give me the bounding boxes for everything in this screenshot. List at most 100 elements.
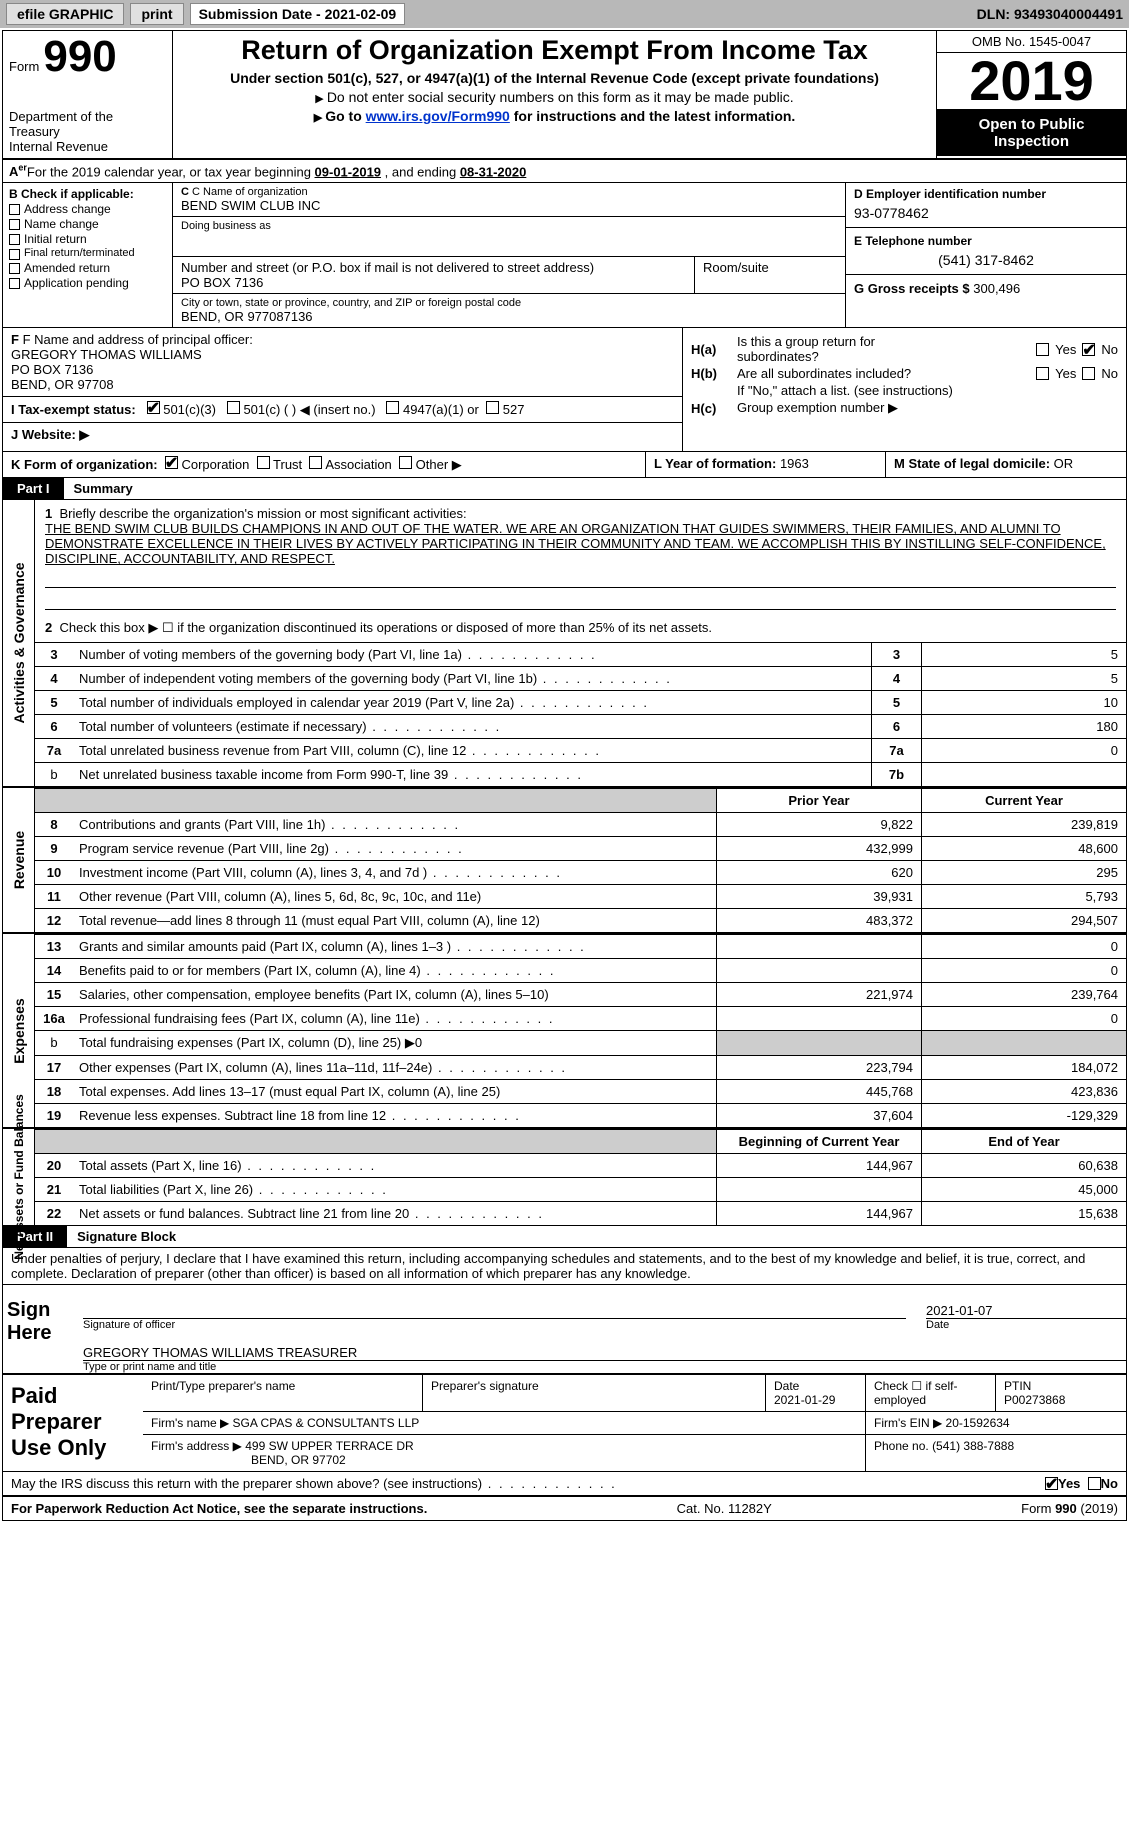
v3: 5 — [921, 643, 1126, 666]
form-990: Form 990 Department of the Treasury Inte… — [2, 30, 1127, 1521]
tel-value: (541) 317-8462 — [854, 252, 1118, 268]
chk-corp[interactable] — [165, 456, 178, 469]
form-page: Form 990 (2019) — [1021, 1501, 1118, 1516]
addr-label: Number and street (or P.O. box if mail i… — [181, 260, 686, 275]
form-number: 990 — [43, 35, 116, 79]
org-name: BEND SWIM CLUB INC — [181, 198, 837, 213]
sig-date-val: 2021-01-07 — [926, 1303, 1126, 1319]
v5: 10 — [921, 691, 1126, 714]
chk-501c[interactable] — [227, 401, 240, 414]
line22: Net assets or fund balances. Subtract li… — [73, 1202, 716, 1225]
blank-line — [45, 592, 1116, 610]
org-address: PO BOX 7136 — [181, 275, 686, 290]
dln-label: DLN: 93493040004491 — [977, 6, 1123, 22]
submission-date: Submission Date - 2021-02-09 — [190, 3, 406, 25]
line16a: Professional fundraising fees (Part IX, … — [73, 1007, 716, 1030]
line14: Benefits paid to or for members (Part IX… — [73, 959, 716, 982]
discuss-yes[interactable] — [1045, 1477, 1058, 1490]
chk-other[interactable] — [399, 456, 412, 469]
firm-ein: 20-1592634 — [946, 1416, 1010, 1430]
sig-officer-lbl: Signature of officer — [83, 1319, 926, 1331]
hdr-end-year: End of Year — [921, 1130, 1126, 1153]
ha-no[interactable] — [1082, 343, 1095, 356]
goto-post: for instructions and the latest informat… — [510, 108, 795, 124]
line18: Total expenses. Add lines 13–17 (must eq… — [73, 1080, 716, 1103]
open-inspection: Open to PublicInspection — [937, 110, 1126, 156]
declaration: Under penalties of perjury, I declare th… — [3, 1248, 1126, 1285]
footer: For Paperwork Reduction Act Notice, see … — [3, 1495, 1126, 1520]
hb-no[interactable] — [1082, 367, 1095, 380]
q1: Briefly describe the organization's miss… — [59, 506, 466, 521]
sign-here: Sign Here — [3, 1285, 83, 1373]
officer-addr1: PO BOX 7136 — [11, 362, 93, 377]
officer-name: GREGORY THOMAS WILLIAMS — [11, 347, 202, 362]
chk-name[interactable] — [9, 219, 20, 230]
chk-final[interactable] — [9, 249, 20, 260]
prep-date: 2021-01-29 — [774, 1393, 835, 1407]
v6: 180 — [921, 715, 1126, 738]
name-title-lbl: Type or print name and title — [83, 1361, 1126, 1373]
tel-label: E Telephone number — [854, 234, 1118, 248]
line4: Number of independent voting members of … — [73, 667, 871, 690]
line6: Total number of volunteers (estimate if … — [73, 715, 871, 738]
hb-yes[interactable] — [1036, 367, 1049, 380]
line15: Salaries, other compensation, employee b… — [73, 983, 716, 1006]
line17: Other expenses (Part IX, column (A), lin… — [73, 1056, 716, 1079]
form-title: Return of Organization Exempt From Incom… — [181, 35, 928, 66]
discuss-no[interactable] — [1088, 1477, 1101, 1490]
part2-header: Part II Signature Block — [3, 1226, 1126, 1248]
line10: Investment income (Part VIII, column (A)… — [73, 861, 716, 884]
line7a: Total unrelated business revenue from Pa… — [73, 739, 871, 762]
ssn-notice: Do not enter social security numbers on … — [181, 89, 928, 105]
irs-link[interactable]: www.irs.gov/Form990 — [366, 108, 510, 124]
line5: Total number of individuals employed in … — [73, 691, 871, 714]
efile-button[interactable]: efile GRAPHIC — [6, 3, 124, 25]
city-label: City or town, state or province, country… — [181, 297, 837, 309]
hdr-current-year: Current Year — [921, 789, 1126, 812]
chk-pending[interactable] — [9, 278, 20, 289]
line21: Total liabilities (Part X, line 26) — [73, 1178, 716, 1201]
chk-4947[interactable] — [386, 401, 399, 414]
gross-value: 300,496 — [973, 281, 1020, 296]
j-website: J Website: ▶ — [11, 427, 89, 442]
line20: Total assets (Part X, line 16) — [73, 1154, 716, 1177]
tax-year-row: AerFor the 2019 calendar year, or tax ye… — [3, 160, 1126, 183]
chk-address[interactable] — [9, 204, 20, 215]
chk-initial[interactable] — [9, 234, 20, 245]
line11: Other revenue (Part VIII, column (A), li… — [73, 885, 716, 908]
hdr-prior-year: Prior Year — [716, 789, 921, 812]
line9: Program service revenue (Part VIII, line… — [73, 837, 716, 860]
chk-trust[interactable] — [257, 456, 270, 469]
line7b: Net unrelated business taxable income fr… — [73, 763, 871, 786]
chk-assoc[interactable] — [309, 456, 322, 469]
self-emp: Check ☐ if self-employed — [866, 1375, 996, 1411]
firm-name: SGA CPAS & CONSULTANTS LLP — [233, 1416, 420, 1430]
firm-addr: 499 SW UPPER TERRACE DR — [245, 1439, 414, 1453]
ein-label: D Employer identification number — [854, 187, 1118, 201]
section-c: C C Name of organization BEND SWIM CLUB … — [173, 183, 846, 327]
irs-label: Internal Revenue — [9, 139, 166, 154]
ptin: P00273868 — [1004, 1393, 1065, 1407]
i-label: I Tax-exempt status: — [11, 402, 136, 417]
sidebar-activities: Activities & Governance — [3, 500, 35, 786]
line8: Contributions and grants (Part VIII, lin… — [73, 813, 716, 836]
v7a: 0 — [921, 739, 1126, 762]
paid-preparer-title: Paid Preparer Use Only — [3, 1375, 143, 1471]
section-h: H(a) Is this a group return forsubordina… — [683, 328, 1126, 451]
b-title: B Check if applicable: — [9, 187, 134, 201]
print-button[interactable]: print — [130, 3, 183, 25]
line12: Total revenue—add lines 8 through 11 (mu… — [73, 909, 716, 932]
prep-sig-hdr: Preparer's signature — [423, 1375, 766, 1411]
line3: Number of voting members of the governin… — [73, 643, 871, 666]
officer-addr2: BEND, OR 97708 — [11, 377, 114, 392]
v7b — [921, 763, 1126, 786]
q2: Check this box ▶ ☐ if the organization d… — [59, 620, 712, 635]
chk-501c3[interactable] — [147, 401, 160, 414]
form-word: Form — [9, 59, 39, 74]
discuss-row: May the IRS discuss this return with the… — [3, 1471, 1126, 1495]
chk-amended[interactable] — [9, 263, 20, 274]
ha-yes[interactable] — [1036, 343, 1049, 356]
room-label: Room/suite — [703, 260, 837, 275]
chk-527[interactable] — [486, 401, 499, 414]
prep-name-hdr: Print/Type preparer's name — [143, 1375, 423, 1411]
